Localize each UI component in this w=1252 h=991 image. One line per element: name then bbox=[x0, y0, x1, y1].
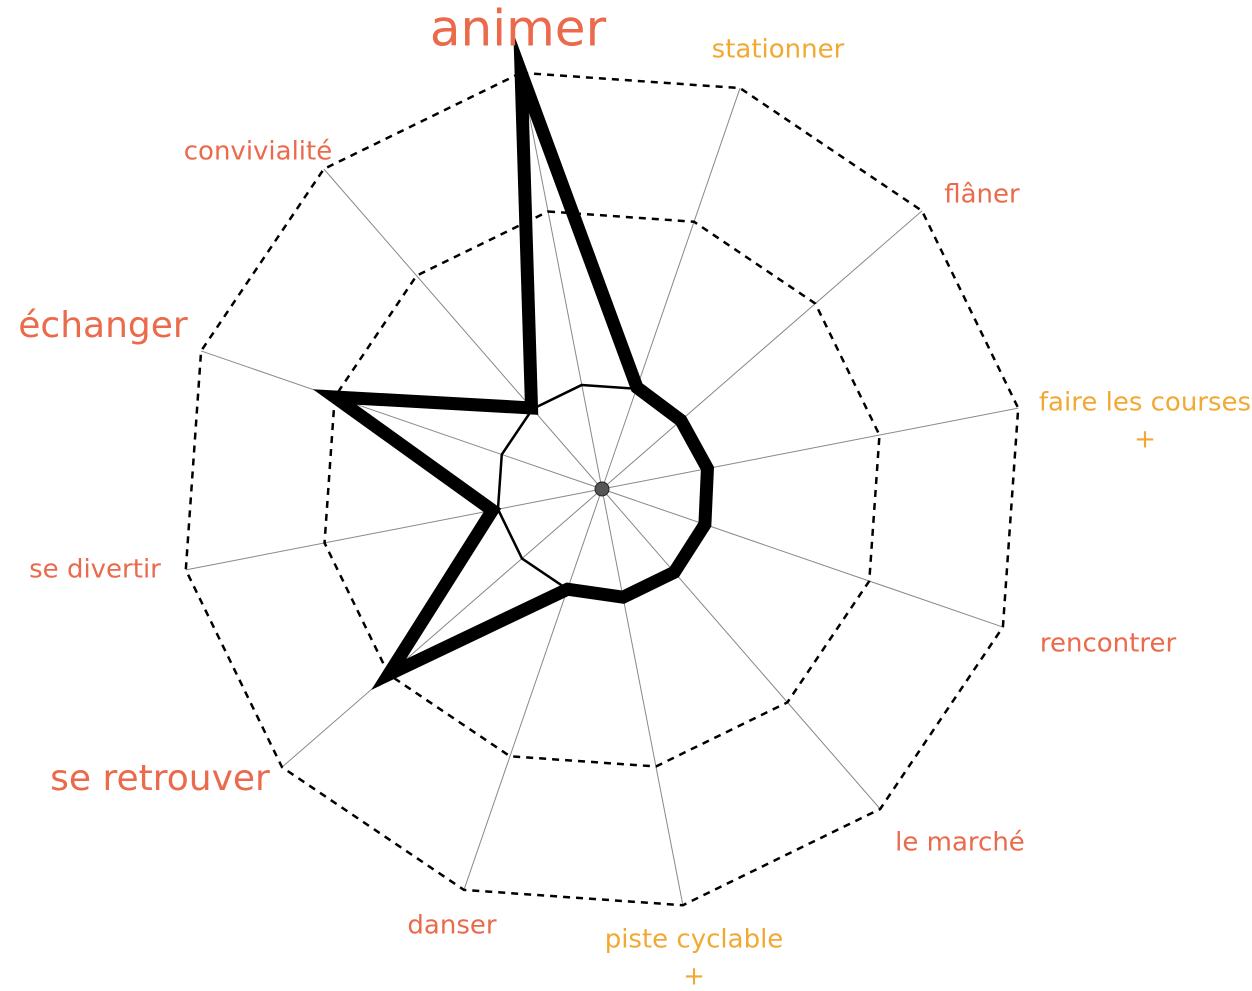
spoke bbox=[185, 488, 603, 571]
category-label: piste cyclable bbox=[605, 925, 784, 955]
grid-ring bbox=[184, 71, 1020, 907]
category-label: stationner bbox=[712, 35, 845, 65]
category-label: le marché bbox=[895, 828, 1025, 858]
grid-ring bbox=[323, 210, 881, 768]
category-label: danser bbox=[407, 911, 496, 941]
spoke bbox=[281, 488, 603, 768]
category-label: + bbox=[683, 962, 705, 991]
spoke bbox=[323, 168, 603, 490]
category-label: rencontrer bbox=[1040, 629, 1177, 659]
spoke bbox=[200, 350, 603, 490]
spoke bbox=[601, 488, 684, 906]
category-label: flâner bbox=[944, 180, 1020, 210]
category-label: animer bbox=[430, 0, 607, 58]
spoke bbox=[463, 488, 603, 891]
spoke bbox=[601, 210, 923, 490]
spoke bbox=[601, 87, 741, 490]
category-label: convivialité bbox=[184, 137, 332, 167]
category-label: + bbox=[1134, 425, 1156, 455]
spoke bbox=[601, 488, 1004, 628]
spoke bbox=[601, 488, 881, 810]
category-label: faire les courses bbox=[1039, 388, 1251, 418]
series-line bbox=[312, 32, 715, 690]
category-label: se divertir bbox=[29, 555, 161, 585]
category-label: se retrouver bbox=[50, 758, 270, 799]
spoke bbox=[601, 407, 1019, 490]
center-dot bbox=[594, 481, 610, 497]
spoke bbox=[520, 72, 603, 490]
category-label: échanger bbox=[18, 305, 188, 346]
